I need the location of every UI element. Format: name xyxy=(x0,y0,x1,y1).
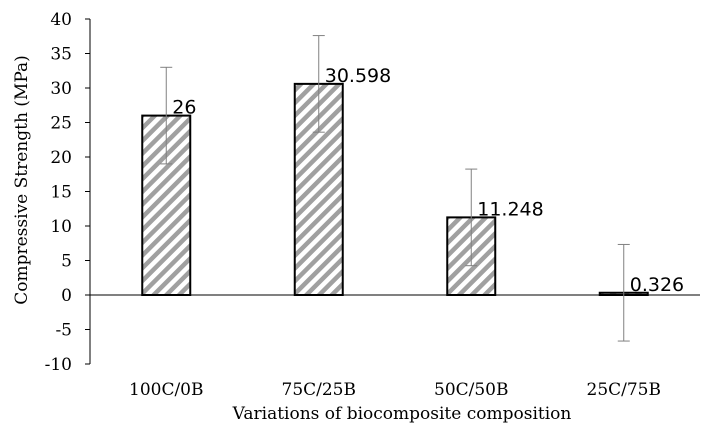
y-tick-label: -5 xyxy=(55,321,72,341)
x-category-label: 75C/25B xyxy=(282,380,357,400)
data-label: 26 xyxy=(172,97,196,119)
x-category-label: 50C/50B xyxy=(434,380,509,400)
data-labels: 26 30.598 11.248 0.326 xyxy=(172,65,684,296)
y-tick-label: 15 xyxy=(50,183,72,203)
y-tick-label: 0 xyxy=(61,286,72,306)
y-tick-label: 10 xyxy=(50,217,72,237)
y-tick-label: 25 xyxy=(50,114,72,134)
bars xyxy=(141,82,649,297)
y-axis: -10 -5 0 5 10 15 20 25 30 35 40 xyxy=(45,10,91,375)
y-tick-label: 35 xyxy=(50,45,72,65)
data-label: 0.326 xyxy=(630,274,684,296)
x-axis-categories: 100C/0B 75C/25B 50C/50B 25C/75B xyxy=(129,380,661,400)
data-label: 30.598 xyxy=(325,65,391,87)
x-category-label: 100C/0B xyxy=(129,380,204,400)
y-tick-label: 5 xyxy=(61,252,72,272)
error-bars xyxy=(160,35,630,342)
y-tick-label: 20 xyxy=(50,148,72,168)
y-tick-label: 40 xyxy=(50,10,72,30)
x-category-label: 25C/75B xyxy=(587,380,662,400)
y-tick-label: -10 xyxy=(45,355,72,375)
y-axis-title: Compressive Strength (MPa) xyxy=(12,55,32,305)
y-tick-label: 30 xyxy=(50,79,72,99)
x-axis-title: Variations of biocomposite composition xyxy=(232,404,572,424)
data-label: 11.248 xyxy=(477,198,543,220)
